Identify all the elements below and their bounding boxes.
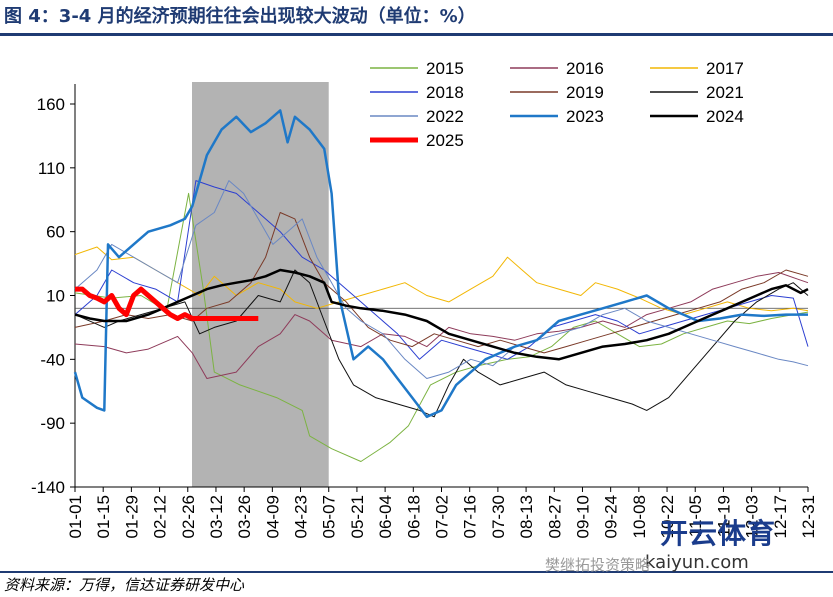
x-tick-label: 11-05 (686, 495, 705, 537)
x-tick-label: 05-21 (348, 495, 367, 538)
series-line-2017 (74, 246, 809, 316)
y-tick-label: 110 (38, 159, 65, 178)
series-line-2023 (73, 109, 808, 419)
x-tick-label: 06-04 (376, 495, 395, 538)
watermark-brand: 开云体育 (660, 517, 777, 550)
x-tick-label: 02-12 (151, 495, 170, 538)
series-line-2022 (74, 180, 809, 379)
x-tick-label: 09-24 (602, 495, 621, 538)
x-tick-label: 11-19 (714, 495, 733, 537)
legend-label-2024: 2024 (706, 107, 744, 126)
y-tick-label: 10 (46, 287, 65, 306)
x-tick-label: 08-13 (517, 495, 536, 538)
legend-label-2019: 2019 (566, 83, 604, 102)
series-line-2024 (74, 268, 809, 361)
legend-label-2015: 2015 (426, 59, 464, 78)
x-tick-label: 10-08 (630, 495, 649, 538)
x-tick-label: 12-17 (771, 495, 790, 538)
x-tick-label: 05-07 (320, 495, 339, 538)
watermark-url: kaiyun.com (645, 552, 749, 573)
legend-label-2022: 2022 (426, 107, 464, 126)
y-tick-label: -90 (40, 414, 65, 433)
shaded-region (191, 82, 329, 487)
x-tick-label: 02-26 (179, 495, 198, 538)
x-tick-label: 04-09 (263, 495, 282, 538)
series-line-2016 (74, 272, 809, 379)
legend-label-2023: 2023 (566, 107, 604, 126)
x-tick-label: 03-12 (207, 495, 226, 538)
legend-label-2021: 2021 (706, 83, 744, 102)
x-tick-label: 06-18 (404, 495, 423, 538)
series-line-2015 (74, 192, 809, 462)
x-tick-label: 12-31 (799, 495, 818, 538)
chart-title: 图 4：3-4 月的经济预期往往会出现较大波动（单位：%） (4, 6, 476, 27)
y-tick-label: -40 (40, 350, 65, 369)
watermark-account: 樊继拓投资策略 (545, 556, 651, 574)
x-tick-label: 10-22 (658, 495, 677, 538)
x-tick-label: 09-10 (573, 495, 592, 538)
x-tick-label: 04-23 (292, 495, 311, 538)
title-underline (0, 33, 833, 36)
legend-label-2016: 2016 (566, 59, 604, 78)
legend: 2015 2016 2017 2018 2019 2021 2022 2023 2024 2025 (370, 59, 744, 150)
x-tick-label: 01-29 (122, 495, 141, 538)
legend-label-2017: 2017 (706, 59, 744, 78)
legend-label-2025: 2025 (426, 131, 464, 150)
source-note: 资料来源：万得，信达证券研发中心 (4, 576, 245, 594)
x-tick-label: 08-27 (545, 495, 564, 538)
x-tick-label: 01-15 (94, 495, 113, 538)
series-line-2019 (74, 212, 809, 354)
x-tick-label: 07-16 (461, 495, 480, 538)
y-tick-label: 160 (37, 95, 65, 114)
x-tick-label: 07-30 (489, 495, 508, 538)
x-tick-label: 07-02 (433, 495, 452, 538)
series-line-2021 (74, 269, 809, 418)
x-tick-label: 01-01 (66, 495, 85, 538)
x-tick-label: 03-26 (235, 495, 254, 538)
legend-label-2018: 2018 (426, 83, 464, 102)
x-tick-label: 12-03 (743, 495, 762, 538)
y-tick-label: 60 (46, 223, 65, 242)
series-line-2025 (75, 286, 259, 321)
y-tick-label: -140 (31, 478, 65, 497)
series-line-2018 (74, 180, 809, 360)
footer-rule (0, 571, 833, 573)
